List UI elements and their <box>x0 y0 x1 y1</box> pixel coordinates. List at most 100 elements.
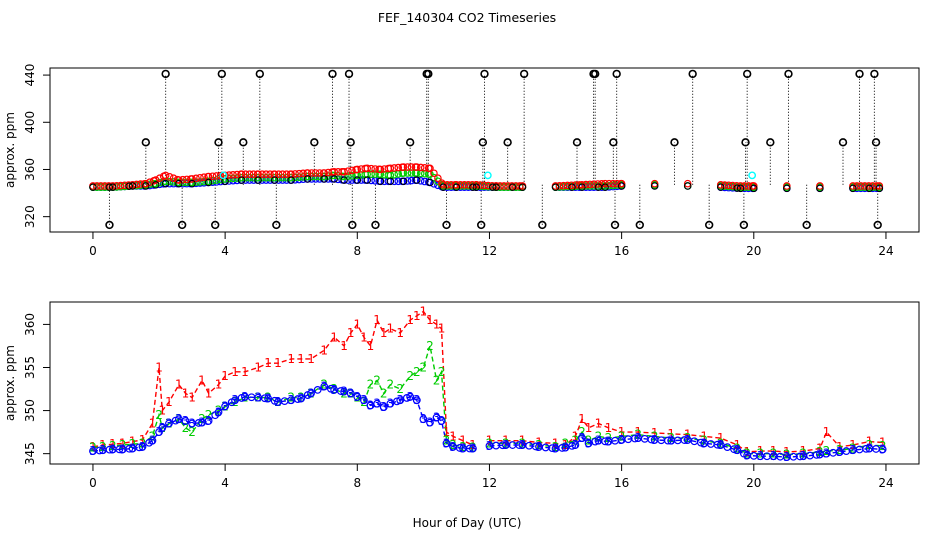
outlier-point <box>424 69 433 79</box>
series-1-point <box>484 181 492 190</box>
series-1-marker: 1 <box>866 435 874 449</box>
series-1-point <box>434 174 442 182</box>
series-3-circle <box>402 394 411 402</box>
series-1-point <box>155 174 164 182</box>
bottom-y-axis-label: approx. ppm <box>3 345 17 421</box>
series-1-point <box>857 182 865 190</box>
top-y-tick-label: 440 <box>23 64 37 87</box>
series-2-line <box>92 345 473 449</box>
series-1-marker: 1 <box>347 326 355 340</box>
series-1-point <box>295 169 303 178</box>
series-3-marker: 3 <box>562 441 570 455</box>
top-y-axis-label: approx. ppm <box>3 112 17 188</box>
series-3-circle <box>231 396 239 405</box>
series-3-circle <box>373 399 382 408</box>
outlier-point <box>177 220 187 230</box>
series-2-marker: 2 <box>413 365 421 379</box>
series-1-point <box>307 169 316 177</box>
series-3-circle <box>359 396 368 405</box>
cyan-point <box>748 171 757 180</box>
series-1-marker: 1 <box>684 428 692 442</box>
series-1-point <box>216 171 225 180</box>
series-2-marker: 2 <box>182 421 190 435</box>
series-1-point <box>225 171 233 179</box>
outlier-point <box>739 220 749 230</box>
series-1-marker: 1 <box>879 435 887 449</box>
series-3-circle <box>733 446 742 455</box>
series-2-point <box>376 170 385 178</box>
top-panel: 0 4 8 12 16 20 24 320 360 400 440 approx. ppm <box>3 64 920 258</box>
series-3-circle <box>313 385 322 394</box>
series-2-point <box>200 177 208 186</box>
series-1-marker: 1 <box>380 326 388 340</box>
outlier-point <box>590 69 600 79</box>
series-1-marker: 1 <box>205 386 213 400</box>
series-1-point <box>208 172 217 181</box>
series-2-marker: 2 <box>816 445 824 459</box>
series-1-marker: 1 <box>396 326 404 340</box>
series-3-marker: 3 <box>823 447 831 461</box>
series-3-marker: 3 <box>717 438 725 452</box>
series-2-marker: 2 <box>757 447 765 461</box>
series-1-line <box>92 310 474 448</box>
series-2-marker: 2 <box>188 425 196 439</box>
series-3-marker: 3 <box>667 434 675 448</box>
series-3-circle <box>386 399 395 408</box>
series-2-marker: 2 <box>562 436 570 450</box>
series-1-marker: 1 <box>241 365 249 379</box>
series-2-marker: 2 <box>340 386 348 400</box>
series-1-point <box>403 163 412 171</box>
series-3-marker: 3 <box>486 439 494 453</box>
series-3-marker: 3 <box>165 417 173 431</box>
series-2-point <box>367 170 375 178</box>
series-1-marker: 1 <box>578 412 586 426</box>
series-3-marker: 3 <box>367 398 375 412</box>
series-1-point <box>816 182 824 190</box>
series-3-point <box>394 177 403 186</box>
series-black-point <box>439 183 447 191</box>
series-1-marker: 1 <box>254 360 262 374</box>
series-1-marker: 1 <box>307 352 315 366</box>
series-black-point <box>736 184 745 193</box>
series-black-point <box>330 175 338 183</box>
top-y-tick-label: 400 <box>23 111 37 134</box>
series-black-point <box>750 184 758 193</box>
series-3-marker: 3 <box>198 416 206 430</box>
series-3-marker: 3 <box>595 434 603 448</box>
series-1-marker: 1 <box>274 356 282 370</box>
series-3-marker: 3 <box>307 386 315 400</box>
series-3-marker: 3 <box>816 448 824 462</box>
series-3-marker: 3 <box>205 414 213 428</box>
series-1-point <box>120 181 129 190</box>
series-1-marker: 1 <box>287 352 295 366</box>
series-3-point <box>416 176 425 185</box>
series-3-point <box>403 177 412 185</box>
series-2-marker: 2 <box>254 391 262 405</box>
series-3-marker: 3 <box>413 393 421 407</box>
series-1-point <box>165 172 174 181</box>
series-2-marker: 2 <box>221 399 229 413</box>
series-3-marker: 3 <box>684 433 692 447</box>
series-3-circle <box>379 403 388 412</box>
series-1-point <box>476 181 485 189</box>
series-1-marker: 1 <box>535 435 543 449</box>
outlier-point <box>344 69 354 79</box>
outlier-point <box>310 138 319 147</box>
series-1-point <box>287 170 296 178</box>
series-1-point <box>426 164 434 173</box>
series-1-point <box>262 170 270 178</box>
series-3-circle <box>465 444 474 453</box>
series-1-point <box>412 163 421 171</box>
series-1-marker: 1 <box>572 429 580 443</box>
series-black-point <box>684 182 692 190</box>
series-3-circle <box>601 437 610 446</box>
series-3-marker: 3 <box>353 390 361 404</box>
series-3-marker: 3 <box>578 431 586 445</box>
series-black-point <box>237 176 246 184</box>
series-1-marker: 1 <box>519 434 527 448</box>
series-3-marker: 3 <box>347 386 355 400</box>
series-1-marker: 1 <box>836 440 844 454</box>
series-1-point <box>282 170 291 178</box>
bottom-plot-frame <box>49 301 920 465</box>
